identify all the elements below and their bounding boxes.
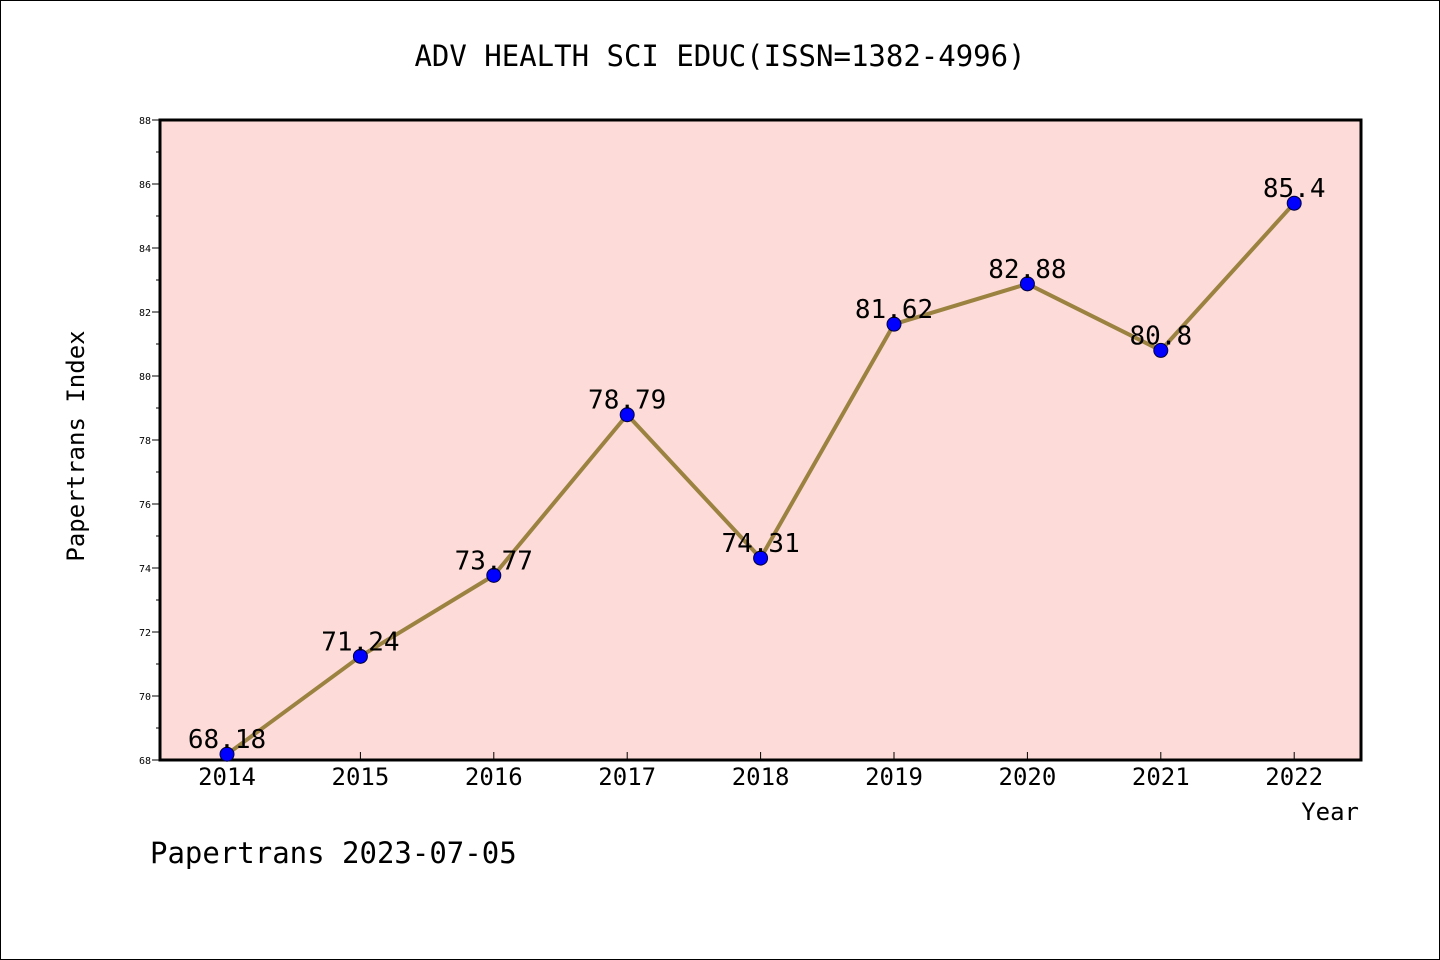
data-label: 68.18 [188,725,266,755]
data-label: 74.31 [721,529,799,559]
x-tick-label: 2020 [999,763,1057,791]
y-tick-label: 80 [139,372,151,383]
x-tick-label: 2019 [865,763,923,791]
data-point [1019,276,1035,292]
data-point [486,567,502,583]
y-tick-label: 72 [139,628,151,639]
data-label: 80.8 [1129,321,1192,351]
data-point [1153,342,1169,358]
x-axis-label: Year [1301,798,1359,826]
x-tick-label: 2016 [465,763,523,791]
y-axis-label: Papertrans Index [62,330,90,561]
x-tick-label: 2014 [198,763,256,791]
y-tick-label: 68 [139,756,151,767]
data-label: 71.24 [321,627,399,657]
data-label: 85.4 [1263,174,1326,204]
y-tick-label: 84 [139,244,151,255]
data-label: 73.77 [455,546,533,576]
x-tick-label: 2022 [1265,763,1323,791]
data-label: 81.62 [855,295,933,325]
data-label: 78.79 [588,386,666,416]
data-points [219,195,1302,762]
chart-title: ADV HEALTH SCI EDUC(ISSN=1382-4996) [414,39,1025,73]
data-labels: 68.18 71.24 73.77 78.79 74.31 81.62 82.88 80.8 8… [188,174,1326,755]
x-axis: 2014 2015 2016 2017 2018 2019 2020 2021 2022 [198,752,1323,791]
x-tick-label: 2021 [1132,763,1190,791]
plot-area [158,118,1363,762]
x-tick-label: 2017 [598,763,656,791]
data-point [219,746,235,762]
y-tick-label: 82 [139,308,151,319]
data-label: 82.88 [988,255,1066,285]
y-tick-label: 70 [139,692,151,703]
y-tick-label: 74 [139,564,151,575]
data-point [886,316,902,332]
data-point [619,407,635,423]
y-tick-label: 78 [139,436,151,447]
y-tick-label: 88 [139,116,151,127]
x-tick-label: 2018 [732,763,790,791]
data-point [753,550,769,566]
data-point [352,648,368,664]
data-point [1286,195,1302,211]
y-axis: 68 70 72 74 76 78 80 82 84 86 88 [139,116,160,767]
footer-text: Papertrans 2023-07-05 [150,836,517,870]
x-tick-label: 2015 [332,763,390,791]
y-tick-label: 76 [139,500,151,511]
y-tick-label: 86 [139,180,151,191]
